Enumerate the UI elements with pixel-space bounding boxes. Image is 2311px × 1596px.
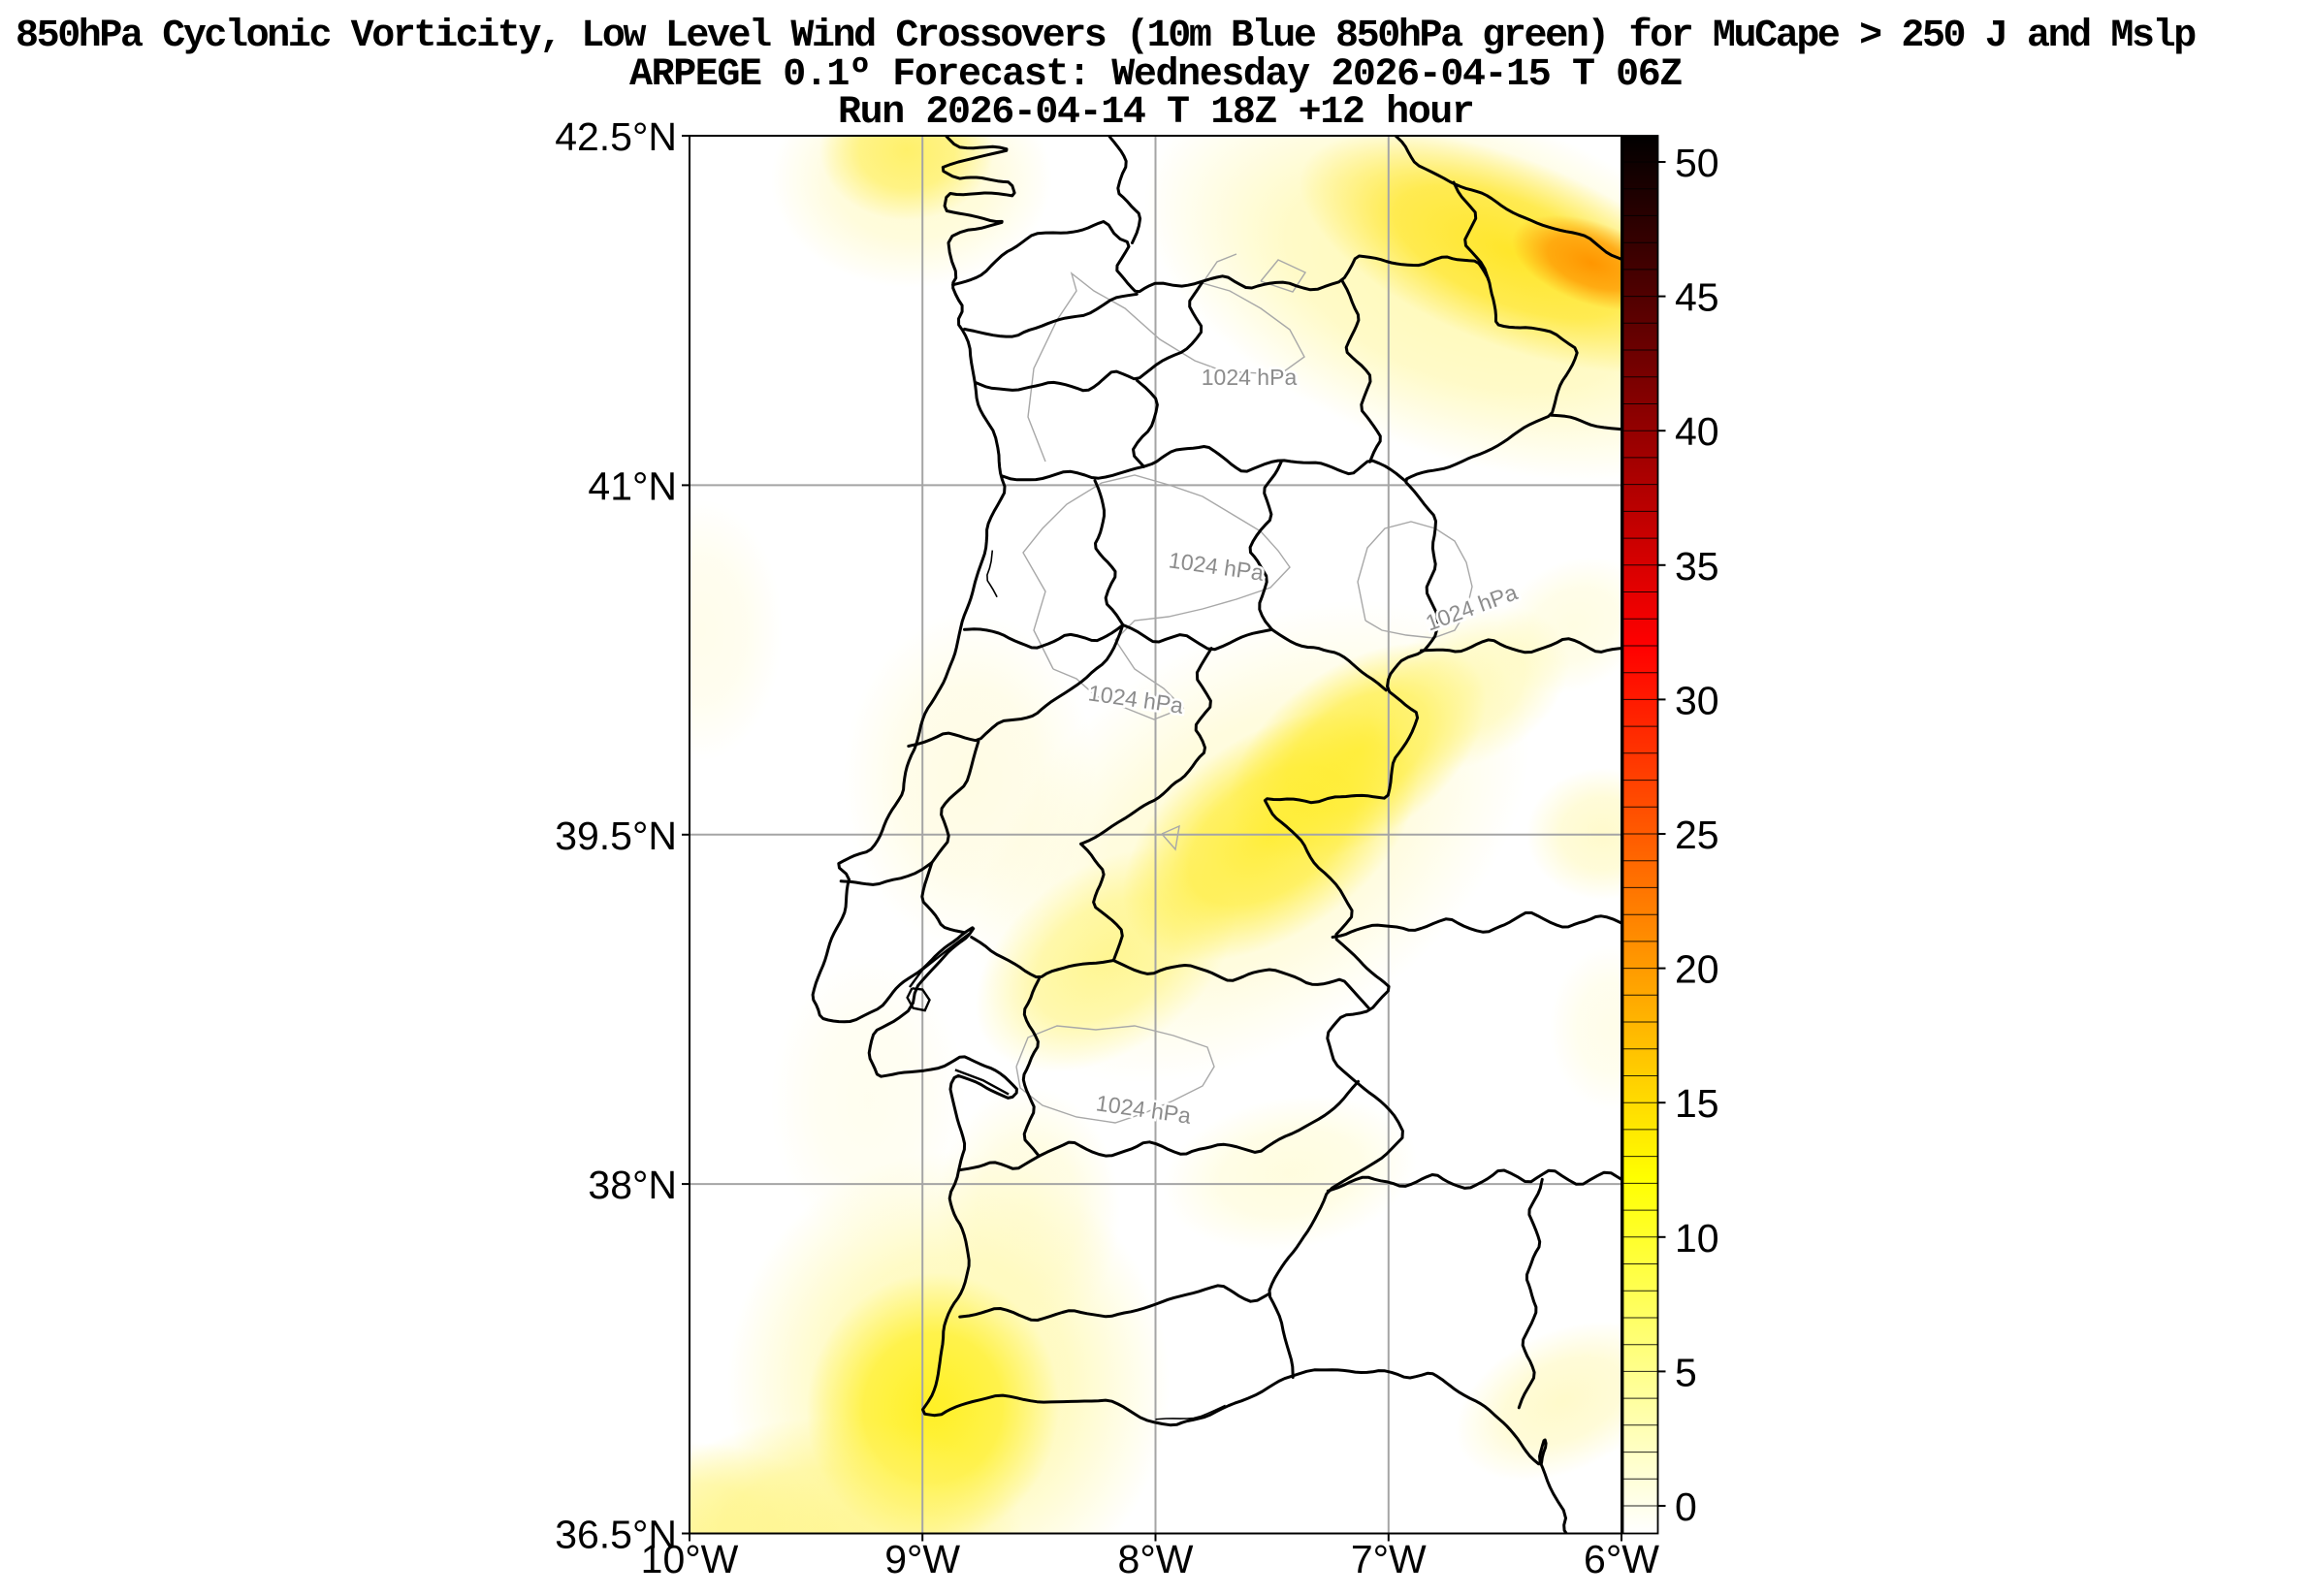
svg-text:35: 35 bbox=[1675, 544, 1719, 589]
svg-text:850hPa Cyclonic Vorticity, Low: 850hPa Cyclonic Vorticity, Low Level Win… bbox=[16, 15, 2196, 58]
svg-text:8°W: 8°W bbox=[1118, 1537, 1194, 1581]
svg-text:ARPEGE 0.1º Forecast: Wednesda: ARPEGE 0.1º Forecast: Wednesday 2026-04-… bbox=[629, 53, 1682, 97]
svg-text:10: 10 bbox=[1675, 1216, 1719, 1261]
svg-text:41°N: 41°N bbox=[588, 463, 677, 508]
svg-text:1024 hPa: 1024 hPa bbox=[1202, 365, 1298, 390]
svg-text:25: 25 bbox=[1675, 813, 1719, 857]
svg-text:0: 0 bbox=[1675, 1484, 1697, 1529]
svg-text:20: 20 bbox=[1675, 947, 1719, 992]
svg-text:Run 2026-04-14 T 18Z +12 hour: Run 2026-04-14 T 18Z +12 hour bbox=[838, 91, 1474, 135]
svg-text:40: 40 bbox=[1675, 409, 1719, 454]
svg-text:50: 50 bbox=[1675, 141, 1719, 185]
svg-text:6°W: 6°W bbox=[1584, 1537, 1659, 1581]
svg-text:36.5°N: 36.5°N bbox=[555, 1513, 677, 1557]
svg-text:5: 5 bbox=[1675, 1350, 1697, 1394]
svg-text:9°W: 9°W bbox=[884, 1537, 960, 1581]
svg-text:42.5°N: 42.5°N bbox=[555, 114, 677, 159]
svg-text:45: 45 bbox=[1675, 275, 1719, 320]
svg-text:38°N: 38°N bbox=[588, 1163, 677, 1207]
svg-text:39.5°N: 39.5°N bbox=[555, 814, 677, 858]
svg-text:30: 30 bbox=[1675, 678, 1719, 722]
svg-text:10°W: 10°W bbox=[641, 1537, 739, 1581]
svg-text:15: 15 bbox=[1675, 1081, 1719, 1126]
svg-text:7°W: 7°W bbox=[1351, 1537, 1427, 1581]
